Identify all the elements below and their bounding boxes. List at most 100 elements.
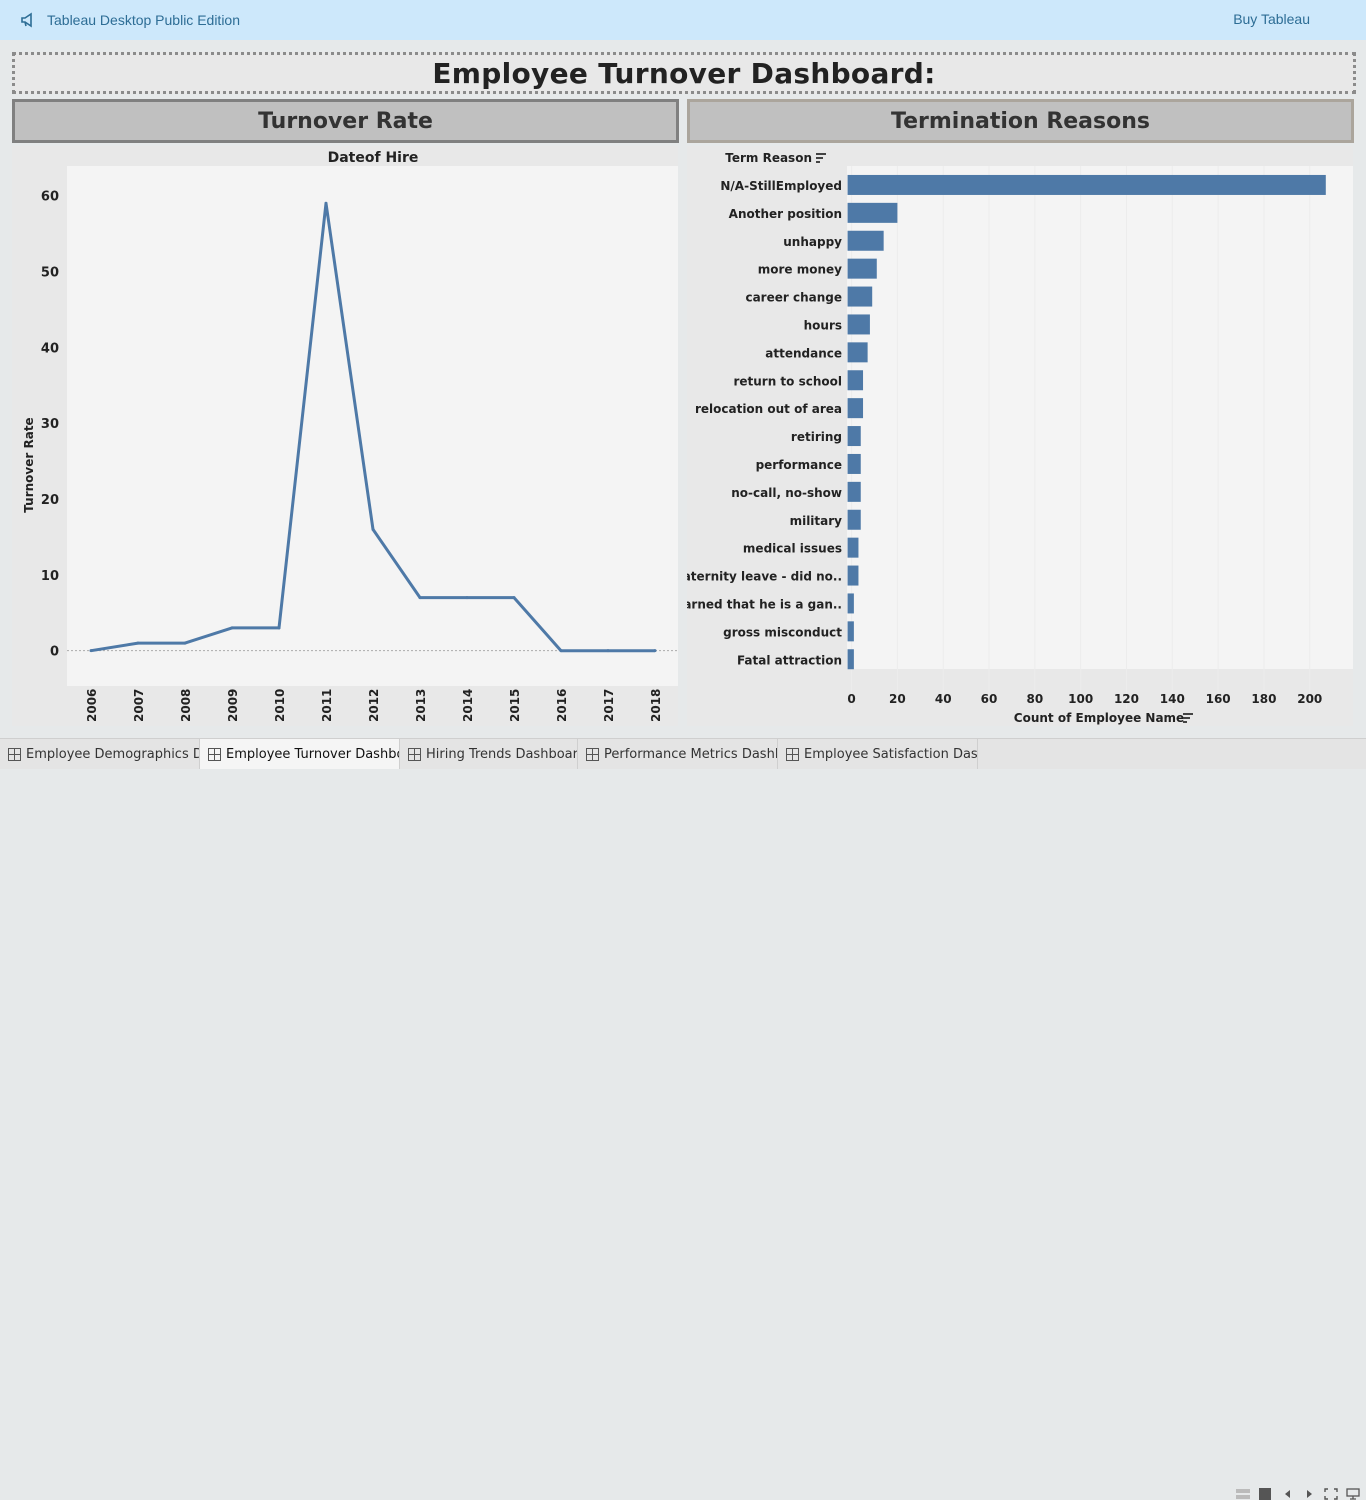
- line-data-point: [89, 649, 93, 653]
- tab-hiring-trends[interactable]: Hiring Trends Dashboard:: [400, 739, 578, 769]
- line-data-point: [277, 626, 281, 630]
- y-axis-label: Turnover Rate: [22, 417, 36, 512]
- term-reason-bar: [847, 453, 861, 474]
- top-bar: Tableau Desktop Public Edition Buy Table…: [0, 0, 1366, 40]
- line-title-band: [12, 146, 678, 166]
- term-reason-bar: [847, 314, 870, 335]
- term-reason-label: attendance: [765, 346, 842, 360]
- tab-label: Hiring Trends Dashboard:: [426, 746, 578, 762]
- next-sheet-icon[interactable]: [1302, 1488, 1316, 1500]
- termination-bar-chart[interactable]: Term Reason N/A-StillEmployed Another posi…: [668, 146, 1353, 726]
- x-tick-label: 20: [889, 692, 906, 706]
- x-tick-label: 2011: [320, 689, 334, 722]
- fullscreen-icon[interactable]: [1324, 1488, 1338, 1500]
- term-reason-bar: [847, 481, 861, 502]
- x-tick-label: 0: [847, 692, 855, 706]
- filmstrip-icon[interactable]: [1258, 1488, 1272, 1500]
- x-tick-label: 2012: [367, 689, 381, 722]
- term-reason-label: maternity leave - did no..: [687, 570, 842, 584]
- sort-icon[interactable]: [1183, 713, 1193, 723]
- x-tick-label: 2016: [555, 689, 569, 722]
- sort-icon-bar: [1183, 721, 1187, 723]
- sheet-tab-bar: Employee Demographics Da... Employee Tur…: [0, 738, 1366, 1500]
- x-tick-label: 100: [1068, 692, 1093, 706]
- line-data-point: [465, 596, 469, 600]
- presentation-icon[interactable]: [1346, 1488, 1360, 1500]
- sort-icon-bar: [816, 161, 820, 163]
- term-reason-label: retiring: [791, 430, 842, 444]
- tab-label: Performance Metrics Dashb...: [604, 746, 778, 762]
- x-tick-label: 2014: [461, 689, 475, 722]
- y-tick-label: 20: [41, 493, 59, 508]
- dashboard-grid-icon: [8, 747, 21, 761]
- line-data-point: [606, 649, 610, 653]
- bar-chart-svg[interactable]: Term Reason N/A-StillEmployed Another posi…: [668, 146, 1353, 726]
- x-tick-label: 2017: [602, 689, 616, 722]
- line-data-point: [136, 641, 140, 645]
- sheet-sorter-icon[interactable]: [1236, 1488, 1250, 1500]
- term-reason-bar: [847, 537, 859, 558]
- term-reason-label: career change: [745, 291, 842, 305]
- tab-performance-metrics[interactable]: Performance Metrics Dashb...: [578, 739, 778, 769]
- dashboard-grid-icon: [408, 747, 421, 761]
- line-data-point: [512, 596, 516, 600]
- term-reason-bar: [847, 426, 861, 447]
- line-data-point: [324, 201, 328, 205]
- y-tick-label: 0: [50, 645, 59, 660]
- term-reason-label: more money: [758, 263, 842, 277]
- tab-employee-turnover[interactable]: Employee Turnover Dashbo...: [200, 739, 400, 769]
- term-reason-bar: [847, 621, 854, 642]
- term-reason-bar: [847, 649, 854, 670]
- sort-icon-bar: [816, 157, 823, 159]
- term-reason-label: N/A-StillEmployed: [720, 179, 842, 193]
- term-reason-bar: [847, 258, 877, 279]
- prev-sheet-icon[interactable]: [1281, 1488, 1295, 1500]
- x-tick-label: 2007: [132, 689, 146, 722]
- term-reason-label: hours: [804, 318, 842, 332]
- line-data-point: [230, 626, 234, 630]
- term-reason-label: military: [790, 514, 843, 528]
- term-reason-label: unhappy: [783, 235, 842, 249]
- x-tick-label: 2018: [649, 689, 663, 722]
- line-chart-title: Dateof Hire: [328, 150, 419, 166]
- term-reason-bar: [847, 286, 873, 307]
- term-reason-bar: [847, 174, 1326, 195]
- y-tick-label: 30: [41, 417, 59, 432]
- termination-reasons-title: Termination Reasons: [891, 108, 1150, 134]
- term-reason-label: gross misconduct: [723, 625, 842, 639]
- sort-icon-bar: [816, 153, 826, 155]
- line-data-point: [653, 649, 657, 653]
- tab-employee-satisfaction[interactable]: Employee Satisfaction Dash...: [778, 739, 978, 769]
- tab-label: Employee Turnover Dashbo...: [226, 746, 400, 762]
- x-tick-label: 40: [935, 692, 952, 706]
- buy-tableau-link[interactable]: Buy Tableau: [1233, 11, 1310, 27]
- term-reason-label: Fatal attraction: [737, 653, 842, 667]
- dashboard-title-box: Employee Turnover Dashboard:: [12, 52, 1356, 94]
- tab-employee-demographics[interactable]: Employee Demographics Da...: [0, 739, 200, 769]
- bar-plot-background: [847, 166, 1353, 709]
- sort-icon-bar: [1183, 717, 1190, 719]
- term-reason-bar: [847, 342, 868, 363]
- x-tick-label: 2013: [414, 689, 428, 722]
- turnover-line-chart[interactable]: Dateof Hire 60 50 40 30 20 10 0 Turnover Rate 200…: [12, 146, 678, 726]
- term-reason-bar: [847, 398, 864, 419]
- turnover-rate-title: Turnover Rate: [258, 108, 433, 134]
- line-data-point: [371, 527, 375, 531]
- dashboard-grid-icon: [208, 747, 221, 761]
- line-xaxis-band: [67, 686, 678, 726]
- y-tick-label: 40: [41, 341, 59, 356]
- x-tick-label: 140: [1160, 692, 1185, 706]
- line-data-point: [183, 641, 187, 645]
- tab-label: Employee Satisfaction Dash...: [804, 746, 978, 762]
- term-reason-bar: [847, 565, 859, 586]
- turnover-rate-header: Turnover Rate: [12, 99, 679, 143]
- x-tick-label: 2006: [85, 689, 99, 722]
- term-reason-label: relocation out of area: [695, 402, 842, 416]
- app-title: Tableau Desktop Public Edition: [47, 12, 241, 28]
- term-reason-bar: [847, 370, 864, 391]
- x-tick-label: 2008: [179, 689, 193, 722]
- x-tick-label: 160: [1206, 692, 1231, 706]
- line-data-point: [418, 596, 422, 600]
- tab-label: Employee Demographics Da...: [26, 746, 199, 762]
